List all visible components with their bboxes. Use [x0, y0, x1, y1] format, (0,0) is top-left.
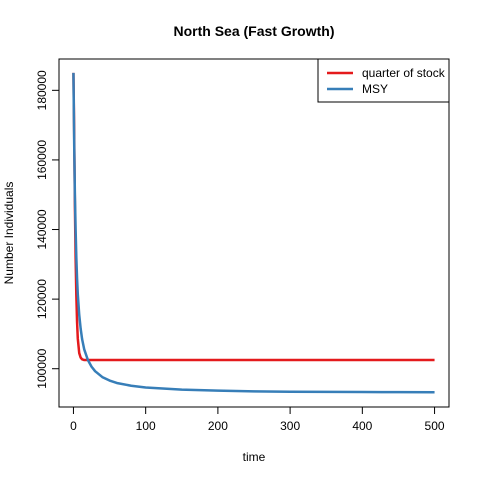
- plot-frame: [58, 58, 450, 408]
- x-axis-label: time: [243, 450, 266, 464]
- y-tick-label: 120000: [35, 279, 49, 319]
- series-layer: [72, 72, 435, 394]
- series-line-1: [72, 72, 435, 394]
- y-tick-label: 140000: [35, 209, 49, 249]
- legend-box: [317, 58, 450, 103]
- y-tick-label: 160000: [35, 140, 49, 180]
- legend: quarter of stock MSY: [317, 58, 450, 103]
- x-tick-label: 400: [352, 419, 372, 433]
- y-tick-label: 100000: [35, 348, 49, 388]
- y-axis: 100000 120000 140000 160000 180000: [35, 70, 59, 389]
- x-axis: 0 100 200 300 400 500: [70, 407, 445, 433]
- x-tick-label: 0: [70, 419, 77, 433]
- y-tick-label: 180000: [35, 70, 49, 110]
- chart-title: North Sea (Fast Growth): [173, 23, 334, 39]
- x-tick-label: 300: [280, 419, 300, 433]
- x-tick-label: 500: [425, 419, 445, 433]
- x-tick-label: 200: [208, 419, 228, 433]
- series-line-0: [72, 72, 435, 362]
- x-tick-label: 100: [136, 419, 156, 433]
- y-axis-label: Number Individuals: [2, 182, 16, 285]
- legend-label-msy: MSY: [362, 82, 388, 96]
- legend-label-quarter-of-stock: quarter of stock: [362, 66, 446, 80]
